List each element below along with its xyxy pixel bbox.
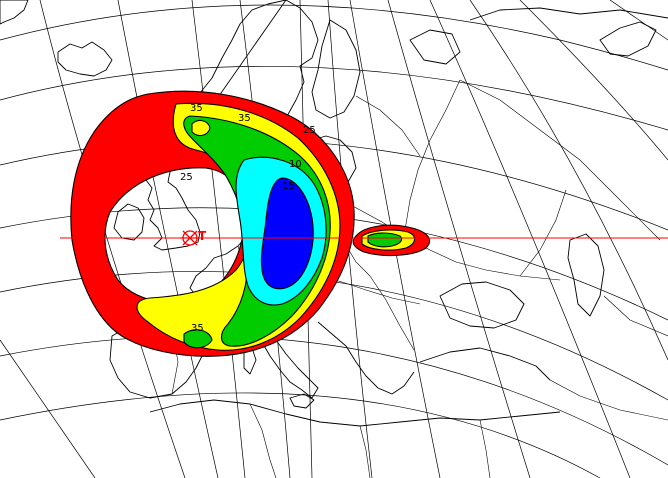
meridian-line bbox=[117, 0, 219, 478]
north-africa-coast bbox=[149, 399, 561, 427]
meridian-line bbox=[429, 0, 631, 478]
contour-label: 25 bbox=[180, 172, 193, 183]
caspian-coast bbox=[567, 233, 605, 317]
contour-label: 25 bbox=[303, 125, 316, 136]
border-line bbox=[519, 189, 567, 277]
contour-label: 35 bbox=[190, 103, 203, 114]
border-line bbox=[249, 403, 277, 478]
border-line bbox=[479, 419, 491, 478]
source-marker bbox=[180, 230, 200, 246]
ireland-coast bbox=[113, 203, 145, 241]
green-islet bbox=[183, 329, 213, 349]
meridian-line bbox=[39, 0, 186, 478]
parallel-line bbox=[0, 335, 668, 466]
iceland-coast bbox=[57, 41, 113, 77]
contour-label: 35 bbox=[191, 323, 204, 334]
great-britain-coast bbox=[145, 165, 201, 251]
novaya-zemlya-coast bbox=[599, 21, 657, 57]
meridian-line bbox=[191, 0, 246, 478]
sicily-coast bbox=[289, 393, 315, 409]
meridian-line bbox=[519, 0, 668, 161]
meridian-line bbox=[469, 0, 668, 361]
contour-labels: 35 35 25 25 10 15 35 bbox=[180, 103, 316, 334]
yellow-islet bbox=[191, 119, 211, 137]
balkan-coast bbox=[317, 321, 415, 395]
contour-label: 15 bbox=[282, 181, 295, 192]
border-line bbox=[359, 425, 371, 478]
arctic-coast bbox=[469, 7, 668, 21]
source-marker-label: T bbox=[198, 229, 207, 243]
border-line bbox=[355, 95, 421, 157]
parallel-line bbox=[0, 66, 668, 131]
meridian-line bbox=[387, 0, 531, 478]
white-sea-coast bbox=[409, 29, 461, 65]
blue-core bbox=[260, 177, 314, 290]
contour-label: 35 bbox=[238, 113, 251, 124]
border-line bbox=[369, 275, 415, 351]
parallel-line bbox=[0, 4, 668, 71]
border-line bbox=[429, 249, 561, 281]
contour-label: 10 bbox=[289, 159, 302, 170]
border-line bbox=[403, 79, 461, 237]
meridian-line bbox=[609, 0, 668, 41]
border-line bbox=[603, 295, 668, 337]
meridian-line bbox=[0, 339, 96, 478]
green-secondary-plume bbox=[367, 232, 403, 248]
border-line bbox=[459, 79, 661, 241]
dispersion-plume bbox=[70, 90, 430, 357]
black-sea-coast bbox=[439, 281, 525, 329]
parallel-line bbox=[0, 392, 601, 478]
border-line bbox=[549, 379, 668, 421]
turkey-coast bbox=[419, 347, 551, 381]
finland-coast bbox=[311, 19, 361, 119]
greenland-coast bbox=[0, 0, 29, 25]
